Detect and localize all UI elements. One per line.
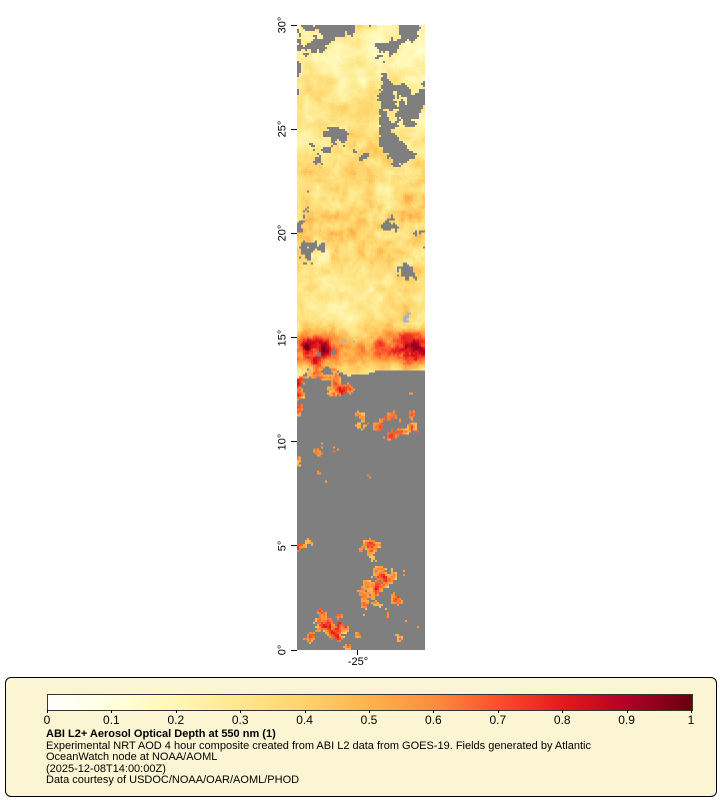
colorbar [47, 694, 693, 711]
colorbar-tick-label: 0.3 [231, 713, 249, 727]
y-axis-tick-label: 5° [276, 540, 289, 552]
y-axis-tick [291, 232, 297, 234]
colorbar-tick-label: 1 [687, 713, 695, 727]
colorbar-tick [691, 710, 692, 713]
colorbar-tick [562, 710, 564, 713]
legend-line-3: (2025-12-08T14:00:00Z) [46, 762, 166, 775]
y-axis-tick-label: 10° [276, 433, 289, 450]
colorbar-tick [175, 710, 177, 713]
y-axis-tick-label: 20° [276, 225, 289, 242]
colorbar-tick-label: 0.1 [103, 713, 120, 727]
legend-line-2: OceanWatch node at NOAA/AOML [46, 751, 218, 763]
legend-panel: ABI L2+ Aerosol Optical Depth at 550 nm … [5, 677, 717, 797]
x-axis-tick-label: -25° [347, 656, 369, 668]
colorbar-tick [47, 710, 48, 713]
legend-line-1: Experimental NRT AOD 4 hour composite cr… [46, 739, 591, 752]
colorbar-tick-label: 0 [43, 713, 51, 727]
colorbar-tick [111, 710, 113, 713]
y-axis-tick-label: 25° [276, 120, 289, 138]
aod-map [297, 25, 425, 650]
colorbar-tick-label: 0.4 [296, 713, 313, 727]
x-axis-tick [357, 650, 358, 655]
colorbar-tick [433, 710, 435, 713]
y-axis-tick-label: 15° [276, 329, 289, 346]
colorbar-tick [240, 710, 242, 713]
y-axis-tick-label: 30° [276, 16, 289, 34]
y-axis-tick [291, 649, 297, 651]
legend-title: ABI L2+ Aerosol Optical Depth at 550 nm … [46, 728, 276, 740]
aod-map-raster [297, 25, 425, 650]
y-axis-tick-label: 0° [276, 644, 289, 656]
colorbar-tick [369, 710, 370, 713]
legend-text-block: ABI L2+ Aerosol Optical Depth at 550 nm … [46, 728, 591, 787]
colorbar-tick-label: 0.6 [425, 713, 442, 727]
colorbar-tick-label: 0.8 [553, 713, 571, 727]
y-axis-tick [291, 441, 297, 443]
y-axis-tick [291, 545, 297, 547]
colorbar-tick [626, 710, 628, 713]
colorbar-tick-label: 0.5 [360, 713, 378, 727]
legend-line-4: Data courtesy of USDOC/NOAA/OAR/AOML/PHO… [46, 774, 300, 786]
y-axis-tick [291, 24, 297, 26]
colorbar-tick-label: 0.9 [618, 713, 635, 727]
y-axis-tick [291, 128, 297, 130]
colorbar-tick [304, 710, 306, 713]
colorbar-tick [497, 710, 499, 713]
colorbar-tick-label: 0.2 [167, 713, 185, 727]
y-axis-tick [291, 337, 297, 338]
colorbar-tick-label: 0.7 [489, 713, 507, 727]
